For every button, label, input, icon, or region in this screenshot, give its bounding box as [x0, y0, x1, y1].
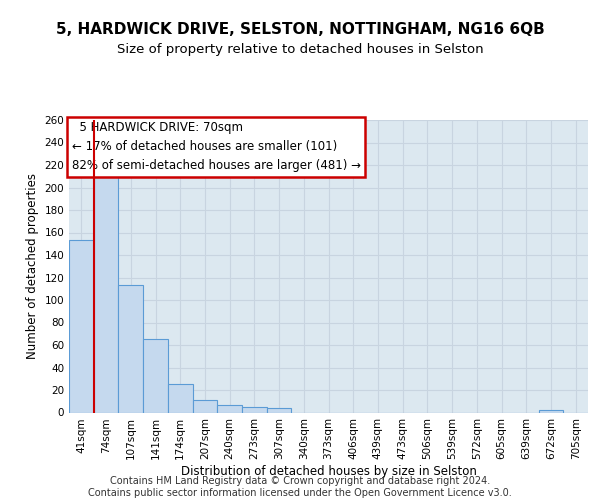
Bar [267, 408, 292, 412]
Bar [539, 410, 563, 412]
Text: 5 HARDWICK DRIVE: 70sqm
← 17% of detached houses are smaller (101)
82% of semi-d: 5 HARDWICK DRIVE: 70sqm ← 17% of detache… [71, 122, 361, 172]
Text: 5, HARDWICK DRIVE, SELSTON, NOTTINGHAM, NG16 6QB: 5, HARDWICK DRIVE, SELSTON, NOTTINGHAM, … [56, 22, 544, 38]
Y-axis label: Number of detached properties: Number of detached properties [26, 174, 39, 359]
Bar [69, 240, 94, 412]
Bar [217, 404, 242, 412]
Bar [193, 400, 217, 412]
Text: Size of property relative to detached houses in Selston: Size of property relative to detached ho… [116, 42, 484, 56]
Bar [143, 340, 168, 412]
Bar [168, 384, 193, 412]
X-axis label: Distribution of detached houses by size in Selston: Distribution of detached houses by size … [181, 465, 476, 478]
Bar [118, 286, 143, 412]
Text: Contains HM Land Registry data © Crown copyright and database right 2024.
Contai: Contains HM Land Registry data © Crown c… [88, 476, 512, 498]
Bar [94, 176, 118, 412]
Bar [242, 407, 267, 412]
